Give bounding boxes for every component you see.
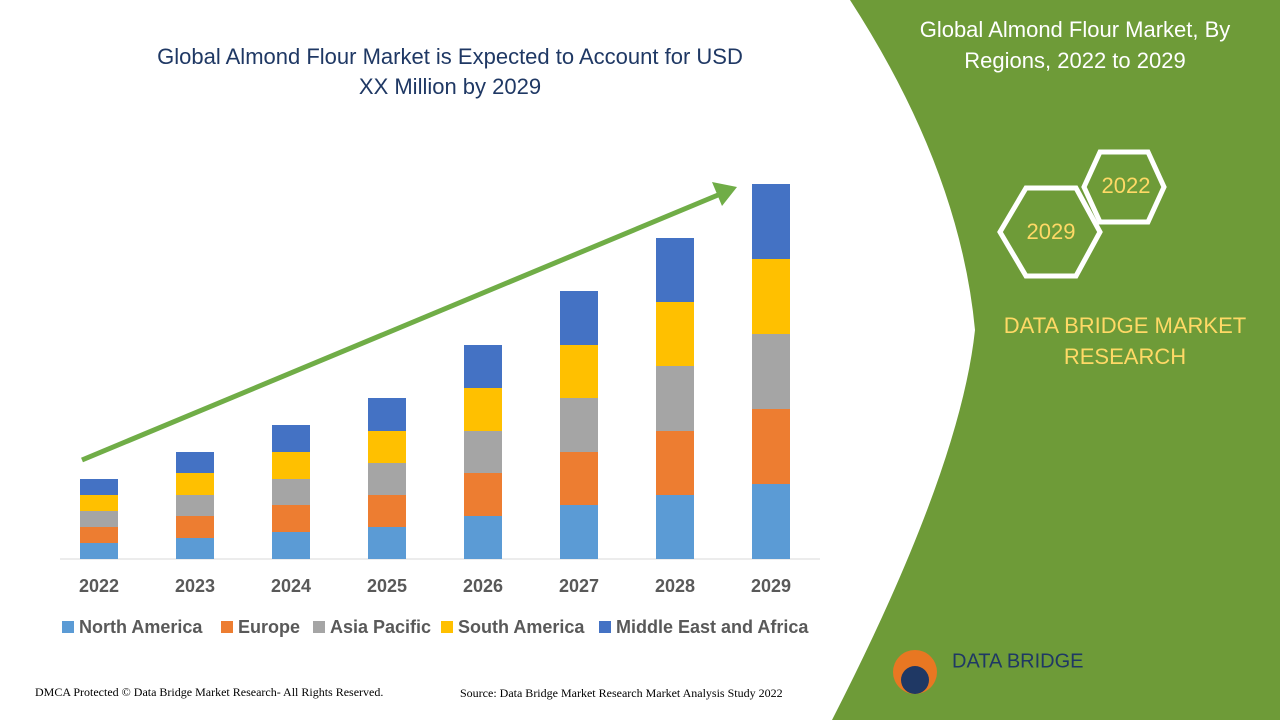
legend-label: North America <box>79 617 203 637</box>
hex-label: 2029 <box>1027 219 1076 244</box>
arrow-head <box>712 182 737 206</box>
bar-segment <box>560 398 598 452</box>
bar-segment <box>176 452 214 473</box>
x-tick-label: 2026 <box>463 576 503 596</box>
source: Source: Data Bridge Market Research Mark… <box>460 686 783 700</box>
bar-segment <box>752 409 790 484</box>
x-tick-label: 2024 <box>271 576 311 596</box>
bar-segment <box>80 527 118 543</box>
bar-segment <box>752 484 790 559</box>
bar-segment <box>656 495 694 559</box>
side-panel <box>832 0 1280 720</box>
bar-segment <box>560 452 598 505</box>
hexagon <box>997 185 1103 279</box>
x-tick-label: 2022 <box>79 576 119 596</box>
bar-segment <box>272 425 310 452</box>
bar-segment <box>272 532 310 559</box>
legend-label: Middle East and Africa <box>616 617 809 637</box>
hex-label: 2022 <box>1102 173 1151 198</box>
x-tick-label: 2027 <box>559 576 599 596</box>
bar-segment <box>176 538 214 559</box>
bar-segment <box>368 495 406 527</box>
bar-segment <box>464 473 502 516</box>
bar-segment <box>560 345 598 398</box>
legend-swatch <box>62 621 74 633</box>
legend-label: South America <box>458 617 585 637</box>
brand-box: DATA BRIDGE MARKET RESEARCH <box>1003 313 1247 369</box>
bar-segment <box>176 473 214 495</box>
x-tick-label: 2025 <box>367 576 407 596</box>
bar-segment <box>368 431 406 463</box>
bar-segment <box>752 334 790 409</box>
bar-segment <box>272 505 310 532</box>
bar-segment <box>464 388 502 431</box>
legend-label: Asia Pacific <box>330 617 431 637</box>
bar-segment <box>80 511 118 527</box>
bar-segment <box>80 479 118 495</box>
bar-segment <box>176 495 214 516</box>
bar-segment <box>80 543 118 559</box>
bar-segment <box>464 516 502 559</box>
copyright: DMCA Protected © Data Bridge Market Rese… <box>35 685 383 699</box>
bar-segment <box>368 463 406 495</box>
hexagon <box>1081 149 1167 225</box>
bar-segment <box>752 259 790 334</box>
bar-segment <box>176 516 214 538</box>
legend-swatch <box>221 621 233 633</box>
x-tick-label: 2029 <box>751 576 791 596</box>
bar-segment <box>656 238 694 302</box>
legend-label: Europe <box>238 617 300 637</box>
logo-text: DATA BRIDGE <box>952 650 1084 672</box>
bar-segment <box>368 527 406 559</box>
panel-title-box: Global Almond Flour Market, By Regions, … <box>919 17 1231 73</box>
bar-segment <box>80 495 118 511</box>
bar-segment <box>656 431 694 495</box>
brand: DATA BRIDGE MARKET RESEARCH <box>1003 313 1247 369</box>
bar-segment <box>272 452 310 479</box>
bar-segment <box>752 184 790 259</box>
bar-segment <box>656 302 694 366</box>
chart-title: Global Almond Flour Market is Expected t… <box>157 44 743 99</box>
x-tick-label: 2028 <box>655 576 695 596</box>
legend-swatch <box>441 621 453 633</box>
trend-arrow <box>81 192 719 463</box>
bar-segment <box>560 505 598 559</box>
logo-icon <box>901 666 929 694</box>
bar-segment <box>272 479 310 505</box>
x-tick-label: 2023 <box>175 576 215 596</box>
bar-segment <box>368 398 406 431</box>
bar-segment <box>560 291 598 345</box>
panel-title: Global Almond Flour Market, By Regions, … <box>919 17 1231 73</box>
bar-segment <box>464 431 502 473</box>
bar-segment <box>464 345 502 388</box>
title-box: Global Almond Flour Market is Expected t… <box>157 44 743 99</box>
legend-swatch <box>313 621 325 633</box>
bar-segment <box>656 366 694 431</box>
legend-swatch <box>599 621 611 633</box>
